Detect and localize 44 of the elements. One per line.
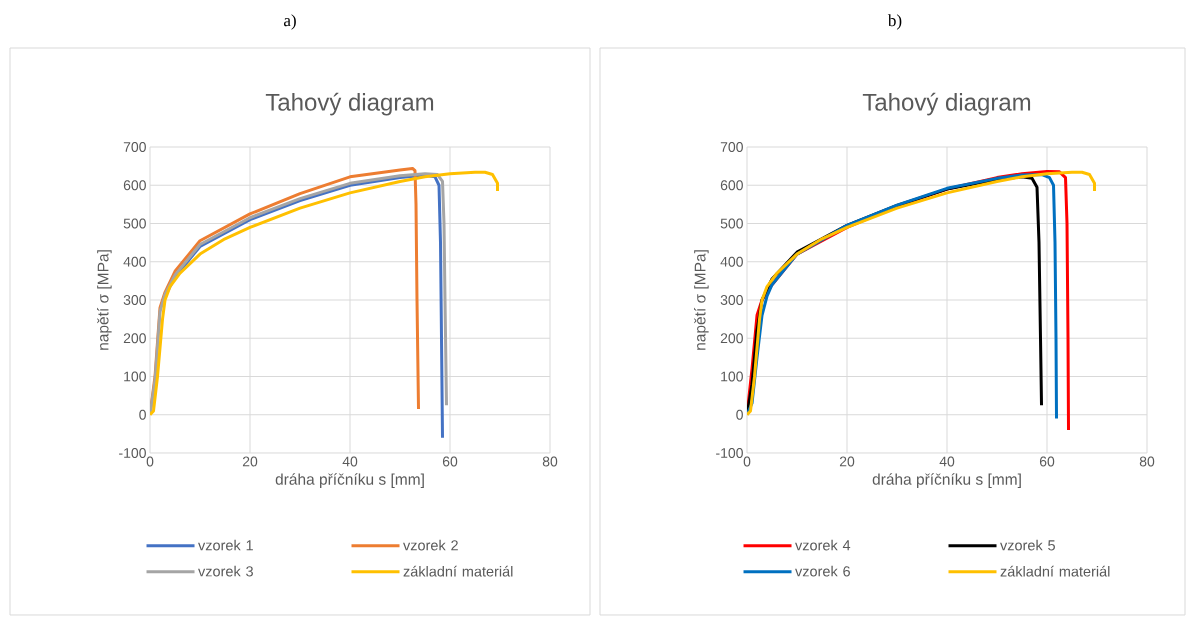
y-axis-title: napětí σ [MPa] bbox=[97, 250, 112, 350]
x-tick-label: 20 bbox=[242, 456, 258, 467]
x-tick-label: 80 bbox=[542, 456, 558, 467]
y-tick-label: 0 bbox=[139, 409, 146, 420]
y-tick-label: 700 bbox=[123, 142, 146, 152]
y-tick-label: 0 bbox=[736, 409, 743, 420]
legend-label: vzorek 1 bbox=[198, 539, 253, 551]
y-tick-label: 400 bbox=[720, 256, 743, 267]
y-tick-label: 200 bbox=[123, 333, 146, 344]
chart-title: Tahový diagram bbox=[862, 92, 1031, 116]
legend-label: základní materiál bbox=[1000, 565, 1110, 577]
x-tick-label: 0 bbox=[146, 456, 154, 467]
x-tick-label: 40 bbox=[342, 456, 358, 467]
legend-label: vzorek 5 bbox=[1000, 539, 1055, 551]
x-axis-title: dráha příčníku s [mm] bbox=[872, 473, 1021, 488]
x-tick-label: 60 bbox=[442, 456, 458, 467]
y-tick-label: 700 bbox=[720, 142, 743, 152]
legend-label: vzorek 4 bbox=[795, 539, 851, 551]
text: a) bbox=[284, 14, 296, 30]
x-tick-label: 0 bbox=[743, 456, 751, 467]
legend-label: vzorek 6 bbox=[795, 565, 850, 577]
y-tick-label: 600 bbox=[123, 180, 146, 191]
x-tick-label: 20 bbox=[839, 456, 855, 467]
y-tick-label: 400 bbox=[123, 256, 146, 267]
legend-label: vzorek 2 bbox=[403, 539, 458, 551]
legend-label: základní materiál bbox=[403, 565, 513, 577]
y-tick-label: 300 bbox=[720, 295, 743, 305]
x-axis-title: dráha příčníku s [mm] bbox=[275, 473, 424, 488]
text: b) bbox=[887, 14, 902, 30]
x-tick-label: 40 bbox=[939, 456, 955, 467]
y-tick-label: -100 bbox=[119, 448, 146, 458]
chart-title: Tahový diagram bbox=[265, 92, 434, 116]
x-tick-label: 60 bbox=[1039, 456, 1055, 467]
y-axis-title: napětí σ [MPa] bbox=[694, 250, 709, 350]
y-tick-label: 500 bbox=[123, 218, 146, 229]
y-tick-label: 100 bbox=[721, 371, 743, 382]
y-tick-label: 100 bbox=[124, 371, 146, 382]
y-tick-label: 200 bbox=[720, 333, 743, 344]
legend-label: vzorek 3 bbox=[198, 565, 253, 577]
x-tick-label: 80 bbox=[1139, 456, 1155, 467]
y-tick-label: 500 bbox=[720, 218, 743, 229]
y-tick-label: -100 bbox=[716, 448, 743, 458]
y-tick-label: 300 bbox=[123, 295, 146, 305]
y-tick-label: 600 bbox=[720, 180, 743, 191]
